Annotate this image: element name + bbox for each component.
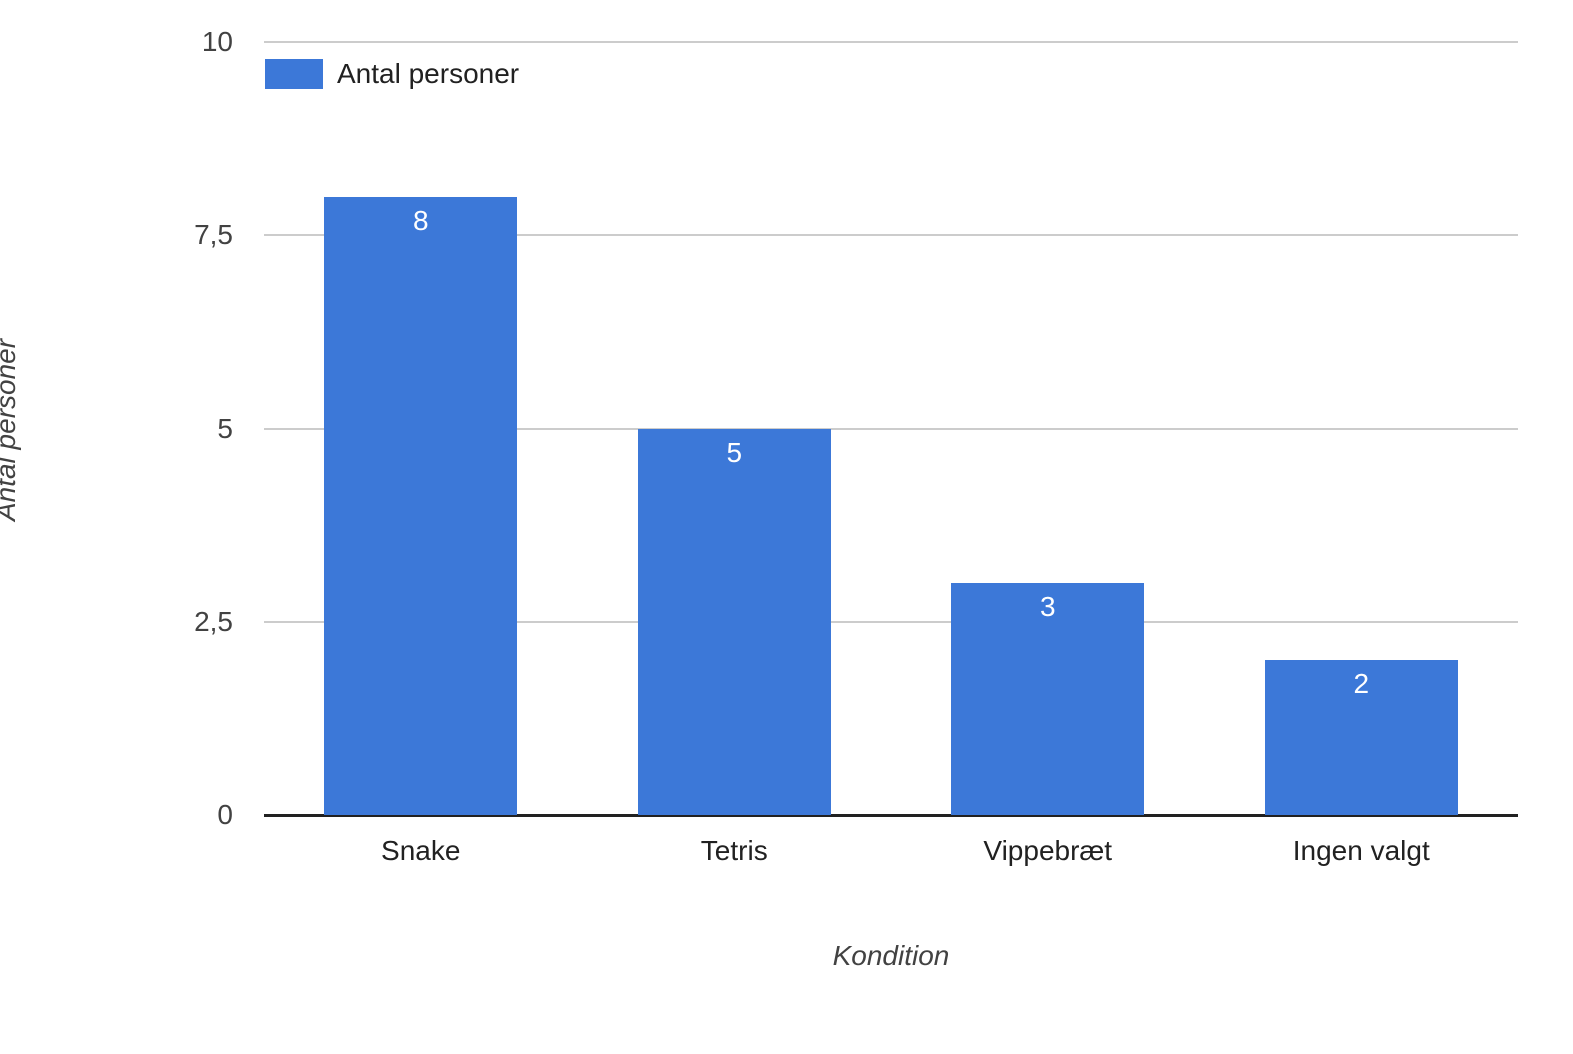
bar-snake: [324, 196, 518, 815]
bar-value-label: 8: [412, 204, 429, 236]
bar-value-label: 2: [1353, 668, 1370, 700]
y-tick-label: 10: [201, 26, 233, 57]
y-tick-label: 0: [217, 799, 233, 830]
gridline: [264, 620, 1518, 623]
gridline: [264, 41, 1518, 43]
x-category-label: Ingen valgt: [1292, 835, 1430, 866]
gridline: [264, 427, 1518, 430]
bar-vippebræt: [951, 583, 1145, 815]
x-category-label: Tetris: [700, 835, 768, 866]
bar-ingen-valgt: [1264, 660, 1458, 815]
y-tick-label: 2,5: [194, 605, 233, 637]
x-axis-title: Kondition: [832, 940, 950, 971]
y-axis-title-text: Antal personer: [0, 338, 21, 522]
y-tick-label: 7,5: [194, 219, 233, 251]
gridline: [264, 234, 1518, 237]
x-category-label: Vippebræt: [983, 835, 1113, 866]
bar-value-label: 5: [726, 436, 743, 468]
bar-tetris: [637, 428, 831, 815]
x-axis-line: [264, 814, 1518, 817]
legend-swatch: [265, 59, 323, 89]
legend-label: Antal personer: [337, 58, 520, 89]
x-category-label: Snake: [381, 835, 461, 866]
bar-value-label: 3: [1039, 591, 1056, 623]
legend: Antal personer: [265, 58, 519, 90]
y-tick-label: 5: [217, 412, 233, 444]
